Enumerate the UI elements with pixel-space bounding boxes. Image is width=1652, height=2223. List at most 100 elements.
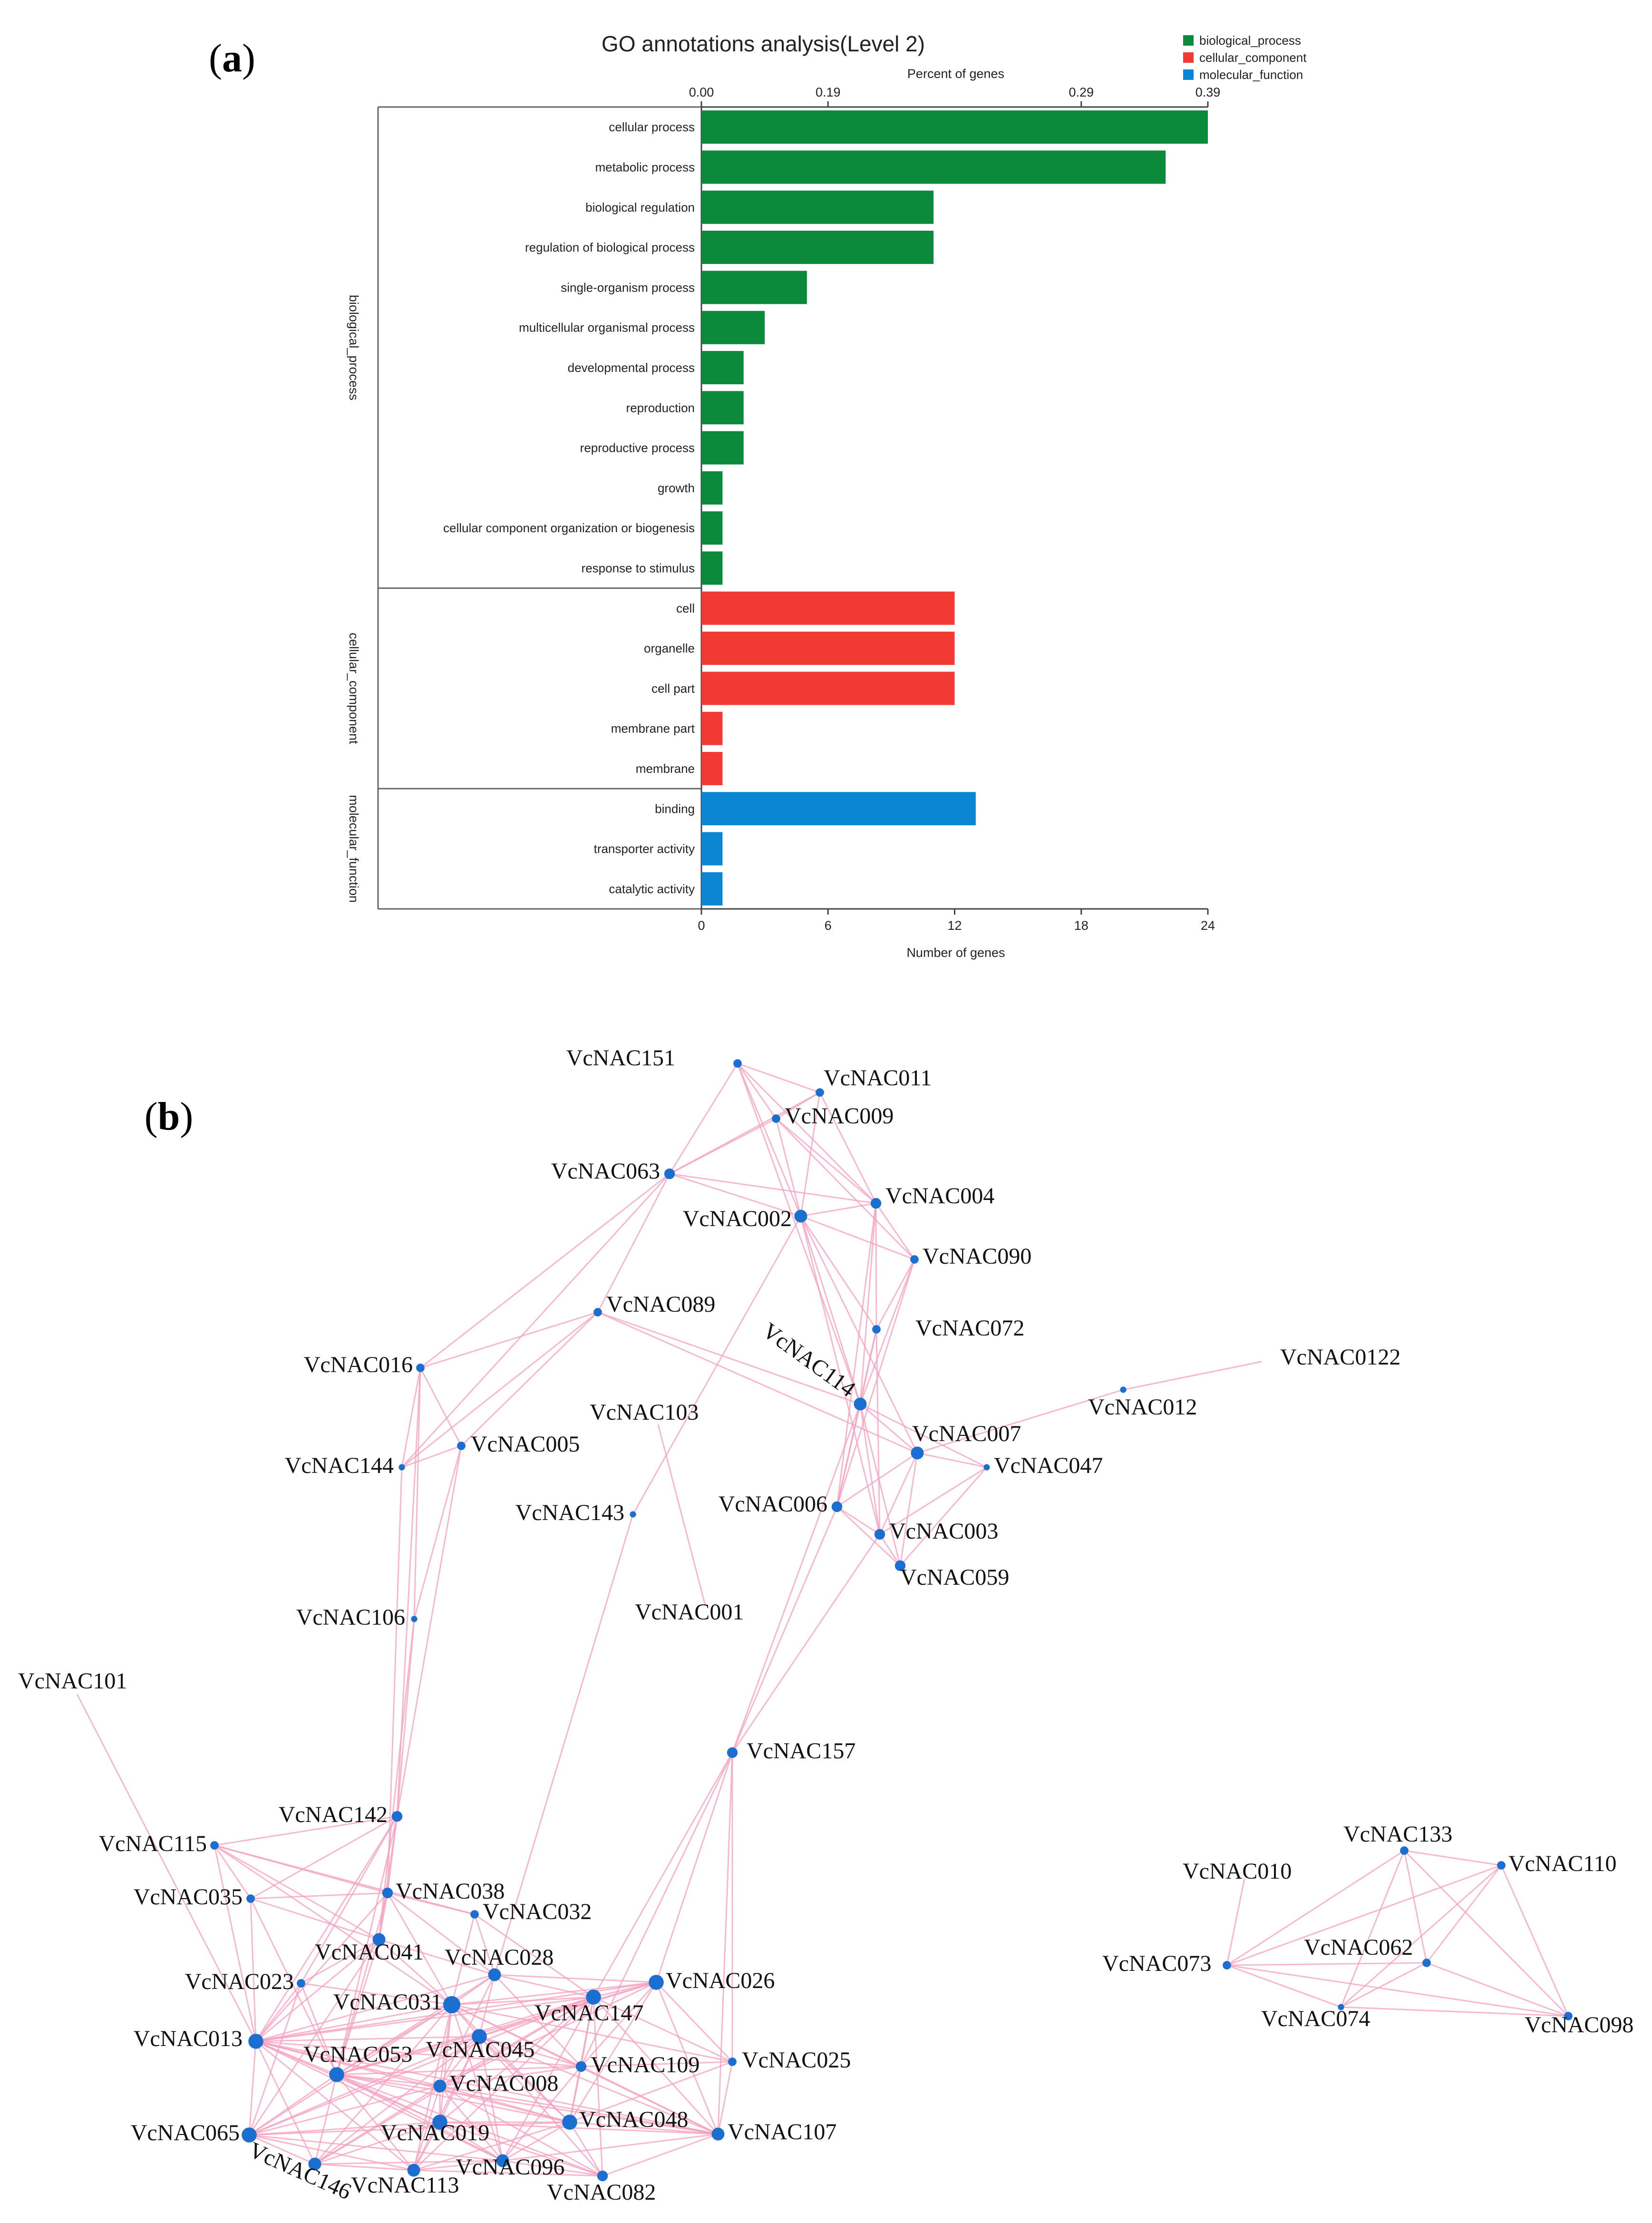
- node-label-vcnac026: VcNAC026: [666, 1968, 775, 1993]
- edge-vcnac147-vcnac107: [593, 1996, 719, 2135]
- node-label-vcnac001: VcNAC001: [635, 1599, 744, 1625]
- top-tick-label: 0.19: [816, 85, 841, 99]
- edge-vcnac006-vcnac003: [836, 1506, 880, 1535]
- edge-vcnac133-vcnac098: [1403, 1850, 1569, 2017]
- node-label-vcnac110: VcNAC110: [1508, 1851, 1617, 1876]
- node-label-vcnac082: VcNAC082: [547, 2180, 656, 2205]
- edge-vcnac016-vcnac005: [419, 1367, 462, 1446]
- bar-developmental-process: [701, 351, 744, 384]
- edge-vcnac028-vcnac008: [439, 1974, 496, 2086]
- edge-vcnac142-vcnac023: [300, 1816, 398, 1984]
- edge-vcnac013-vcnac065: [248, 2041, 257, 2135]
- edge-vcnac144-vcnac005: [401, 1445, 462, 1468]
- edge-vcnac073-vcnac098: [1226, 1964, 1569, 2017]
- edge-vcnac106-vcnac041: [378, 1618, 415, 1940]
- edge-vcnac006-vcnac059: [836, 1506, 901, 1567]
- node-vcnac107: [711, 2127, 725, 2141]
- edge-vcnac096-vcnac107: [502, 2133, 719, 2162]
- edge-vcnac035-vcnac013: [250, 1898, 257, 2042]
- node-vcnac096: [496, 2154, 509, 2167]
- edge-vcnac151-vcnac011: [737, 1063, 820, 1093]
- edge-vcnac003-vcnac157: [731, 1534, 881, 1753]
- node-label-vcnac023: VcNAC023: [185, 1969, 294, 1994]
- node-label-vcnac004: VcNAC004: [885, 1183, 994, 1209]
- node-vcnac009: [772, 1114, 780, 1123]
- node-vcnac143: [630, 1511, 636, 1518]
- node-label-vcnac008: VcNAC008: [449, 2071, 558, 2096]
- edge-vcnac045-vcnac109: [479, 2036, 582, 2067]
- top-tick-label: 0.00: [689, 85, 714, 99]
- edge-vcnac009-vcnac004: [776, 1118, 876, 1204]
- edge-vcnac041-vcnac028: [379, 1939, 495, 1976]
- edge-vcnac114-vcnac059: [859, 1404, 901, 1566]
- node-label-vcnac090: VcNAC090: [923, 1244, 1031, 1269]
- edge-vcnac016-vcnac144: [401, 1367, 421, 1468]
- edge-vcnac109-vcnac107: [581, 2066, 719, 2135]
- edge-vcnac065-vcnac096: [249, 2134, 503, 2162]
- edge-vcnac019-vcnac082: [439, 2121, 603, 2177]
- edge-vcnac146-vcnac113: [314, 2163, 414, 2171]
- edge-vcnac113-vcnac082: [413, 2169, 603, 2177]
- node-vcnac007: [911, 1446, 924, 1460]
- edge-vcnac082-vcnac107: [602, 2133, 719, 2177]
- edge-vcnac133-vcnac062: [1403, 1850, 1428, 1963]
- node-label-vcnac107: VcNAC107: [728, 2119, 836, 2145]
- edge-vcnac147-vcnac013: [255, 1996, 594, 2042]
- edge-vcnac016-vcnac106: [413, 1367, 421, 1619]
- edge-vcnac142-vcnac053: [336, 1816, 398, 2075]
- node-vcnac003: [874, 1529, 885, 1540]
- edge-vcnac147-vcnac113: [413, 1996, 594, 2171]
- edge-vcnac147-vcnac065: [249, 1996, 594, 2136]
- bar-reproduction: [701, 391, 744, 425]
- group-label-cellular-component: cellular_component: [347, 633, 361, 744]
- edge-vcnac041-vcnac031: [378, 1939, 453, 2006]
- node-vcnac035: [246, 1894, 255, 1903]
- edge-vcnac063-vcnac002: [669, 1173, 801, 1217]
- category-label-binding: binding: [655, 801, 695, 816]
- edge-vcnac026-vcnac025: [655, 1981, 733, 2063]
- node-vcnac016: [416, 1364, 425, 1372]
- edge-vcnac157-vcnac107: [717, 1752, 733, 2135]
- node-vcnac023: [297, 1979, 305, 1988]
- node-vcnac073: [1223, 1961, 1231, 1970]
- edge-vcnac035-vcnac038: [250, 1892, 388, 1900]
- edge-vcnac038-vcnac031: [387, 1892, 453, 2005]
- edge-vcnac147-vcnac025: [593, 1996, 733, 2063]
- node-label-vcnac098: VcNAC098: [1525, 2012, 1633, 2038]
- chart-bars: [701, 110, 1208, 906]
- node-vcnac065: [242, 2127, 257, 2143]
- edge-vcnac019-vcnac096: [439, 2121, 503, 2162]
- category-label-membrane-part: membrane part: [611, 722, 695, 736]
- node-vcnac025: [728, 2057, 737, 2066]
- edge-vcnac035-vcnac041: [250, 1898, 379, 1940]
- edge-vcnac065-vcnac019: [249, 2121, 440, 2136]
- node-vcnac019: [432, 2115, 447, 2130]
- node-vcnac106: [411, 1616, 418, 1622]
- node-label-vcnac144: VcNAC144: [285, 1453, 394, 1478]
- edge-vcnac041-vcnac023: [301, 1939, 379, 1984]
- edge-vcnac065-vcnac146: [249, 2134, 315, 2165]
- node-vcnac089: [593, 1308, 602, 1316]
- node-vcnac032: [470, 1910, 479, 1919]
- edge-vcnac053-vcnac065: [249, 2074, 337, 2136]
- node-vcnac109: [575, 2061, 587, 2072]
- bottom-axis-title: Number of genes: [906, 946, 1005, 960]
- node-label-vcnac0122: VcNAC0122: [1280, 1345, 1400, 1370]
- edge-vcnac115-vcnac013: [214, 1845, 257, 2042]
- category-label-transporter-activity: transporter activity: [594, 842, 695, 856]
- category-label-cell-part: cell part: [651, 681, 695, 695]
- edge-vcnac009-vcnac063: [669, 1118, 777, 1175]
- group-brackets: [377, 106, 701, 910]
- node-label-vcnac072: VcNAC072: [915, 1316, 1024, 1341]
- node-label-vcnac013: VcNAC013: [134, 2026, 243, 2051]
- edge-vcnac045-vcnac096: [478, 2036, 504, 2161]
- bar-transporter-activity: [701, 832, 723, 866]
- edge-vcnac101-vcnac013: [76, 1694, 257, 2042]
- edge-vcnac013-vcnac048: [255, 2040, 570, 2123]
- bottom-tick-label: 18: [1074, 918, 1088, 933]
- node-vcnac110: [1497, 1861, 1506, 1870]
- network-node-labels: VcNAC151 VcNAC011 VcNAC009 VcNAC063 VcNAC002…: [18, 1045, 1633, 2205]
- edge-vcnac073-vcnac133: [1226, 1850, 1405, 1966]
- node-vcnac090: [910, 1255, 919, 1264]
- bottom-tick-label: 0: [698, 918, 705, 933]
